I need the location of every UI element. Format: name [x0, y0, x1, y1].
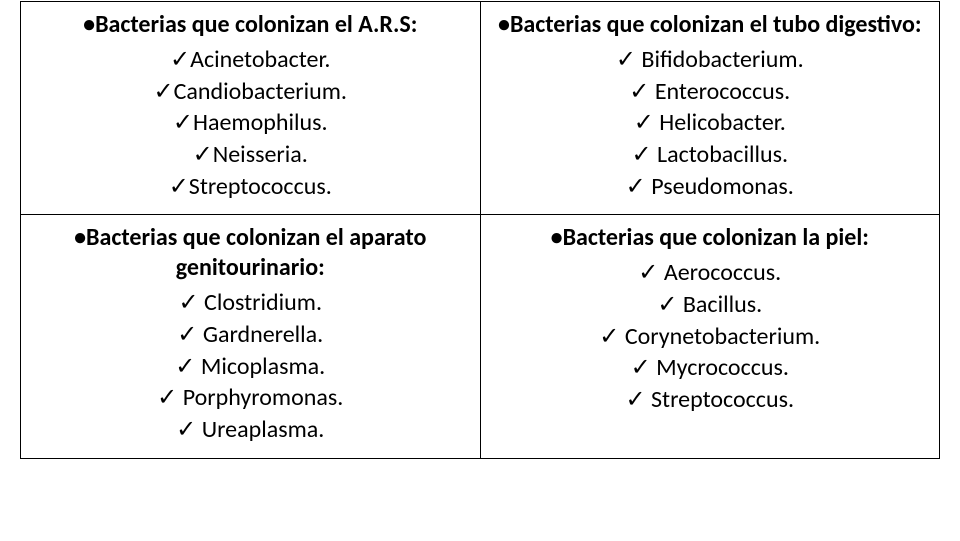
- item-text: Aerococcus.: [664, 258, 781, 287]
- heading-genito: • Bacterias que colonizan el aparato gen…: [25, 223, 476, 283]
- bullet-icon: •: [83, 10, 95, 40]
- bullet-icon: •: [74, 223, 86, 253]
- list-item: ✓ Streptococcus.: [551, 384, 869, 416]
- list-item: ✓ Porphyromonas.: [25, 382, 476, 414]
- cell-inner: • Bacterias que colonizan la piel: ✓ Aer…: [551, 223, 869, 415]
- check-icon: ✓: [177, 319, 197, 351]
- check-icon: ✓: [626, 171, 646, 203]
- list-item: ✓ Ureaplasma.: [25, 414, 476, 446]
- cell-inner: • Bacterias que colonizan el tubo digest…: [498, 10, 922, 202]
- bacteria-table: • Bacterias que colonizan el A.R.S: ✓Aci…: [20, 1, 940, 459]
- cell-genitourinario: • Bacterias que colonizan el aparato gen…: [21, 215, 481, 458]
- heading-text: Bacterias que colonizan la piel:: [563, 223, 869, 252]
- check-icon: ✓: [599, 321, 619, 353]
- list-item: ✓Streptococcus.: [83, 171, 417, 203]
- item-text: Enterococcus.: [655, 77, 790, 106]
- heading-text: Bacterias que colonizan el A.R.S:: [95, 10, 417, 39]
- item-text: Ureaplasma.: [202, 415, 325, 444]
- list-item: ✓ Pseudomonas.: [498, 171, 922, 203]
- item-text: Porphyromonas.: [183, 383, 344, 412]
- check-icon: ✓: [629, 76, 649, 108]
- list-item: ✓ Micoplasma.: [25, 351, 476, 383]
- item-text: Clostridium.: [204, 288, 322, 317]
- check-icon: ✓: [638, 257, 658, 289]
- list-item: ✓ Helicobacter.: [498, 107, 922, 139]
- bullet-icon: •: [551, 223, 563, 253]
- check-icon: ✓: [169, 171, 189, 203]
- item-text: Candiobacterium.: [174, 77, 347, 106]
- list-item: ✓ Corynetobacterium.: [551, 321, 869, 353]
- heading-tubo: • Bacterias que colonizan el tubo digest…: [498, 10, 922, 40]
- check-icon: ✓: [173, 107, 193, 139]
- list-item: ✓ Gardnerella.: [25, 319, 476, 351]
- heading-ars: • Bacterias que colonizan el A.R.S:: [83, 10, 417, 40]
- list-item: ✓ Mycrococcus.: [551, 352, 869, 384]
- list-item: ✓ Bacillus.: [551, 289, 869, 321]
- check-icon: ✓: [176, 414, 196, 446]
- check-icon: ✓: [634, 107, 654, 139]
- list-item: ✓Neisseria.: [83, 139, 417, 171]
- item-text: Streptococcus.: [189, 172, 332, 201]
- check-icon: ✓: [170, 44, 190, 76]
- heading-text: Bacterias que colonizan el tubo digestiv…: [510, 10, 922, 39]
- item-text: Bifidobacterium.: [641, 45, 803, 74]
- check-icon: ✓: [625, 384, 645, 416]
- item-text: Haemophilus.: [193, 108, 328, 137]
- heading-piel: • Bacterias que colonizan la piel:: [551, 223, 869, 253]
- check-icon: ✓: [175, 351, 195, 383]
- list-item: ✓Candiobacterium.: [83, 76, 417, 108]
- heading-text: Bacterias que colonizan el aparato genit…: [86, 223, 426, 282]
- item-text: Acinetobacter.: [190, 45, 330, 74]
- list-item: ✓ Lactobacillus.: [498, 139, 922, 171]
- item-text: Micoplasma.: [201, 352, 325, 381]
- item-text: Helicobacter.: [659, 108, 786, 137]
- check-icon: ✓: [616, 44, 636, 76]
- item-text: Mycrococcus.: [656, 353, 789, 382]
- bullet-icon: •: [498, 10, 510, 40]
- cell-inner: • Bacterias que colonizan el aparato gen…: [25, 223, 476, 445]
- check-icon: ✓: [154, 76, 174, 108]
- item-text: Lactobacillus.: [657, 140, 788, 169]
- check-icon: ✓: [631, 352, 651, 384]
- item-text: Neisseria.: [213, 140, 308, 169]
- list-item: ✓ Clostridium.: [25, 287, 476, 319]
- item-text: Gardnerella.: [203, 320, 323, 349]
- check-icon: ✓: [179, 287, 199, 319]
- check-icon: ✓: [631, 139, 651, 171]
- item-text: Corynetobacterium.: [625, 322, 820, 351]
- bacteria-table-wrap: • Bacterias que colonizan el A.R.S: ✓Aci…: [20, 1, 940, 459]
- list-item: ✓ Aerococcus.: [551, 257, 869, 289]
- list-item: ✓ Enterococcus.: [498, 76, 922, 108]
- list-item: ✓Acinetobacter.: [83, 44, 417, 76]
- check-icon: ✓: [193, 139, 213, 171]
- cell-tubo-digestivo: • Bacterias que colonizan el tubo digest…: [480, 2, 940, 215]
- list-item: ✓ Bifidobacterium.: [498, 44, 922, 76]
- item-text: Streptococcus.: [651, 385, 794, 414]
- check-icon: ✓: [657, 289, 677, 321]
- item-text: Pseudomonas.: [651, 172, 794, 201]
- list-item: ✓Haemophilus.: [83, 107, 417, 139]
- cell-inner: • Bacterias que colonizan el A.R.S: ✓Aci…: [83, 10, 417, 202]
- cell-ars: • Bacterias que colonizan el A.R.S: ✓Aci…: [21, 2, 481, 215]
- cell-piel: • Bacterias que colonizan la piel: ✓ Aer…: [480, 215, 940, 458]
- item-text: Bacillus.: [683, 290, 762, 319]
- check-icon: ✓: [157, 382, 177, 414]
